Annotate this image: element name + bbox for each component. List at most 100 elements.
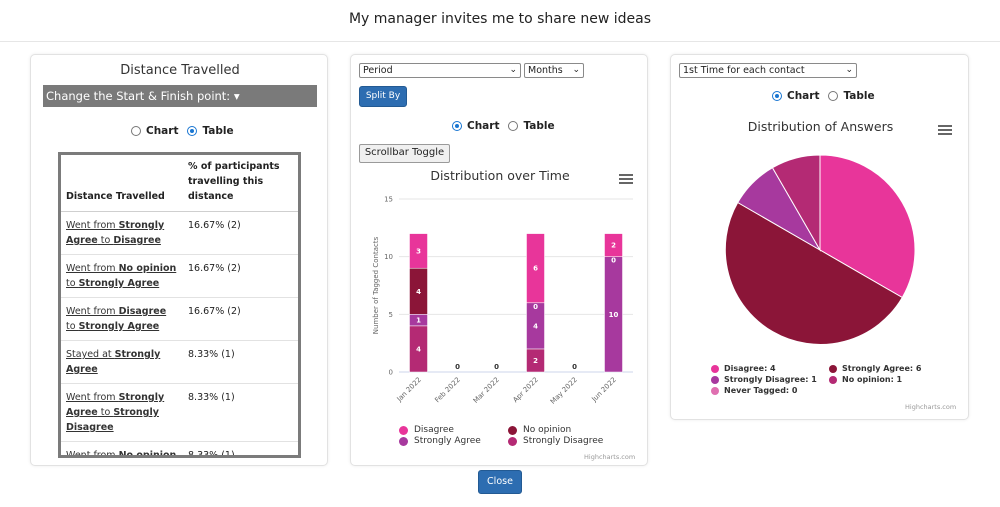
distance-link[interactable]: Went from Strongly Agree to Strongly Dis… [66, 392, 164, 433]
split-by-button[interactable]: Split By [359, 86, 407, 107]
data-label: 4 [416, 345, 421, 353]
data-label: 0 [572, 363, 577, 371]
pie-slice-no-opinion[interactable] [771, 154, 821, 252]
table-radio-label[interactable]: Table [843, 90, 875, 102]
distance-start: Strongly Agree [66, 392, 165, 418]
contact-select[interactable]: 1st Time for each contact ⌄ [679, 63, 857, 78]
distance-cell: Went from Strongly Agree to Disagree [61, 211, 183, 255]
chevron-down-icon: ⌄ [572, 65, 580, 75]
table-header-distance: Distance Travelled [61, 155, 183, 212]
table-radio[interactable] [187, 126, 198, 136]
period-select-value: Period [363, 65, 393, 76]
table-radio[interactable] [508, 121, 519, 131]
close-button[interactable]: Close [478, 470, 522, 494]
pie-slice-disagree[interactable] [819, 154, 916, 299]
modal-title: My manager invites me to share new ideas [348, 11, 652, 27]
legend-marker [711, 364, 719, 373]
table-row: Stayed at Strongly Agree 8.33% (1) [61, 340, 298, 384]
data-label: 2 [533, 357, 538, 365]
data-label: 0 [611, 257, 616, 265]
data-label: 0 [533, 303, 538, 311]
distance-link[interactable]: Went from No opinion [66, 450, 176, 455]
panel-title: Distance Travelled [120, 63, 240, 78]
distance-cell: Stayed at Strongly Agree [61, 340, 183, 384]
legend-item-strongly-agree[interactable]: Strongly Agree: 6 [829, 364, 921, 373]
pie-chart [724, 154, 916, 345]
chart-menu-icon[interactable] [619, 174, 633, 184]
legend-item-no-opinion[interactable]: No opinion: 1 [829, 375, 902, 384]
legend-label: No opinion [523, 425, 572, 435]
distance-cell: Went from Disagree to Strongly Agree [61, 297, 183, 341]
percent-cell: 8.33% (1) [183, 383, 298, 442]
view-toggle: Chart Table [131, 125, 243, 137]
distance-table: Distance Travelled % of participants tra… [61, 155, 298, 455]
distance-cell: Went from No opinion [61, 441, 183, 455]
y-tick-label: 15 [384, 196, 393, 204]
legend-marker [829, 375, 837, 384]
legend-item-strongly-disagree[interactable]: Strongly Disagree: 1 [711, 375, 817, 384]
chart-radio-label[interactable]: Chart [787, 90, 820, 102]
pie-slice-strongly-agree[interactable] [724, 201, 903, 345]
chart-radio[interactable] [452, 121, 462, 131]
distance-connector: to [66, 278, 79, 289]
legend-item-never-tagged[interactable]: Never Tagged: 0 [711, 386, 797, 395]
legend-item-disagree[interactable]: Disagree [399, 425, 454, 435]
x-tick-label: Feb 2022 [433, 376, 462, 405]
bar-segment-disagree[interactable] [604, 233, 623, 257]
distance-finish: Strongly Agree [78, 278, 160, 289]
start-finish-dropdown[interactable]: Change the Start & Finish point: ▾ [43, 85, 317, 107]
x-tick-label: Apr 2022 [512, 376, 540, 404]
legend-item-no-opinion[interactable]: No opinion [508, 425, 571, 435]
distance-finish: Disagree [113, 235, 161, 246]
distance-table-container[interactable]: Distance Travelled % of participants tra… [58, 152, 301, 458]
y-tick-label: 0 [389, 369, 393, 377]
legend-item-strongly-disagree[interactable]: Strongly Disagree [508, 436, 603, 446]
chart-radio[interactable] [772, 91, 782, 101]
distance-link[interactable]: Went from Disagree to Strongly Agree [66, 306, 166, 332]
data-label: 10 [609, 311, 619, 319]
highcharts-credits[interactable]: Highcharts.com [905, 403, 957, 411]
highcharts-credits[interactable]: Highcharts.com [584, 453, 636, 461]
pie-chart-title: Distribution of Answers [747, 119, 894, 134]
data-label: 0 [455, 363, 460, 371]
table-row: Went from No opinion 8.33% (1) [61, 441, 298, 455]
table-radio-label[interactable]: Table [202, 125, 234, 137]
table-radio-label[interactable]: Table [523, 120, 555, 132]
table-row: Went from No opinion to Strongly Agree 16… [61, 254, 298, 298]
chevron-down-icon: ⌄ [845, 65, 853, 75]
legend-label: Never Tagged: 0 [724, 386, 798, 395]
legend-label: Strongly Disagree [523, 436, 604, 446]
legend-item-strongly-agree[interactable]: Strongly Agree [399, 436, 481, 446]
distance-link[interactable]: Went from Strongly Agree to Disagree [66, 220, 164, 246]
data-label: 4 [533, 322, 538, 330]
legend-item-disagree[interactable]: Disagree: 4 [711, 364, 776, 373]
distance-link[interactable]: Stayed at Strongly Agree [66, 349, 160, 375]
legend-label: No opinion: 1 [842, 375, 903, 384]
distance-start: Disagree [118, 306, 167, 317]
chart-radio-label[interactable]: Chart [467, 120, 500, 132]
distribution-over-time-panel: Period ⌄ Months ⌄ Split By Chart Table S… [350, 54, 648, 466]
legend-label: Disagree: 4 [724, 364, 776, 373]
x-tick-label: Jan 2022 [395, 376, 423, 404]
distance-start: No opinion [118, 263, 177, 274]
chart-radio-label[interactable]: Chart [146, 125, 179, 137]
chart-menu-icon[interactable] [938, 125, 952, 135]
scrollbar-toggle-button[interactable]: Scrollbar Toggle [359, 144, 450, 163]
legend-marker [508, 425, 517, 435]
chart-radio[interactable] [131, 126, 141, 136]
period-select[interactable]: Period ⌄ [359, 63, 521, 78]
modal-header: My manager invites me to share new ideas [0, 0, 1000, 42]
table-radio[interactable] [828, 91, 839, 101]
percent-cell: 16.67% (2) [183, 211, 298, 255]
legend-label: Strongly Agree: 6 [842, 364, 922, 373]
distance-link[interactable]: Went from No opinion to Strongly Agree [66, 263, 176, 289]
percent-cell: 8.33% (1) [183, 340, 298, 384]
data-label: 6 [533, 265, 538, 273]
bar-chart: 0 5 10 15 Number of Tagged Contacts 3 4 1 4 Jan 2… [372, 196, 633, 406]
bar-segment-disagree[interactable] [526, 233, 545, 304]
table-row: Went from Strongly Agree to Disagree 16.6… [61, 211, 298, 255]
bar-segment-disagree[interactable] [409, 233, 428, 269]
legend-marker [399, 436, 408, 446]
distance-cell: Went from Strongly Agree to Strongly Dis… [61, 383, 183, 442]
interval-select[interactable]: Months ⌄ [524, 63, 584, 78]
